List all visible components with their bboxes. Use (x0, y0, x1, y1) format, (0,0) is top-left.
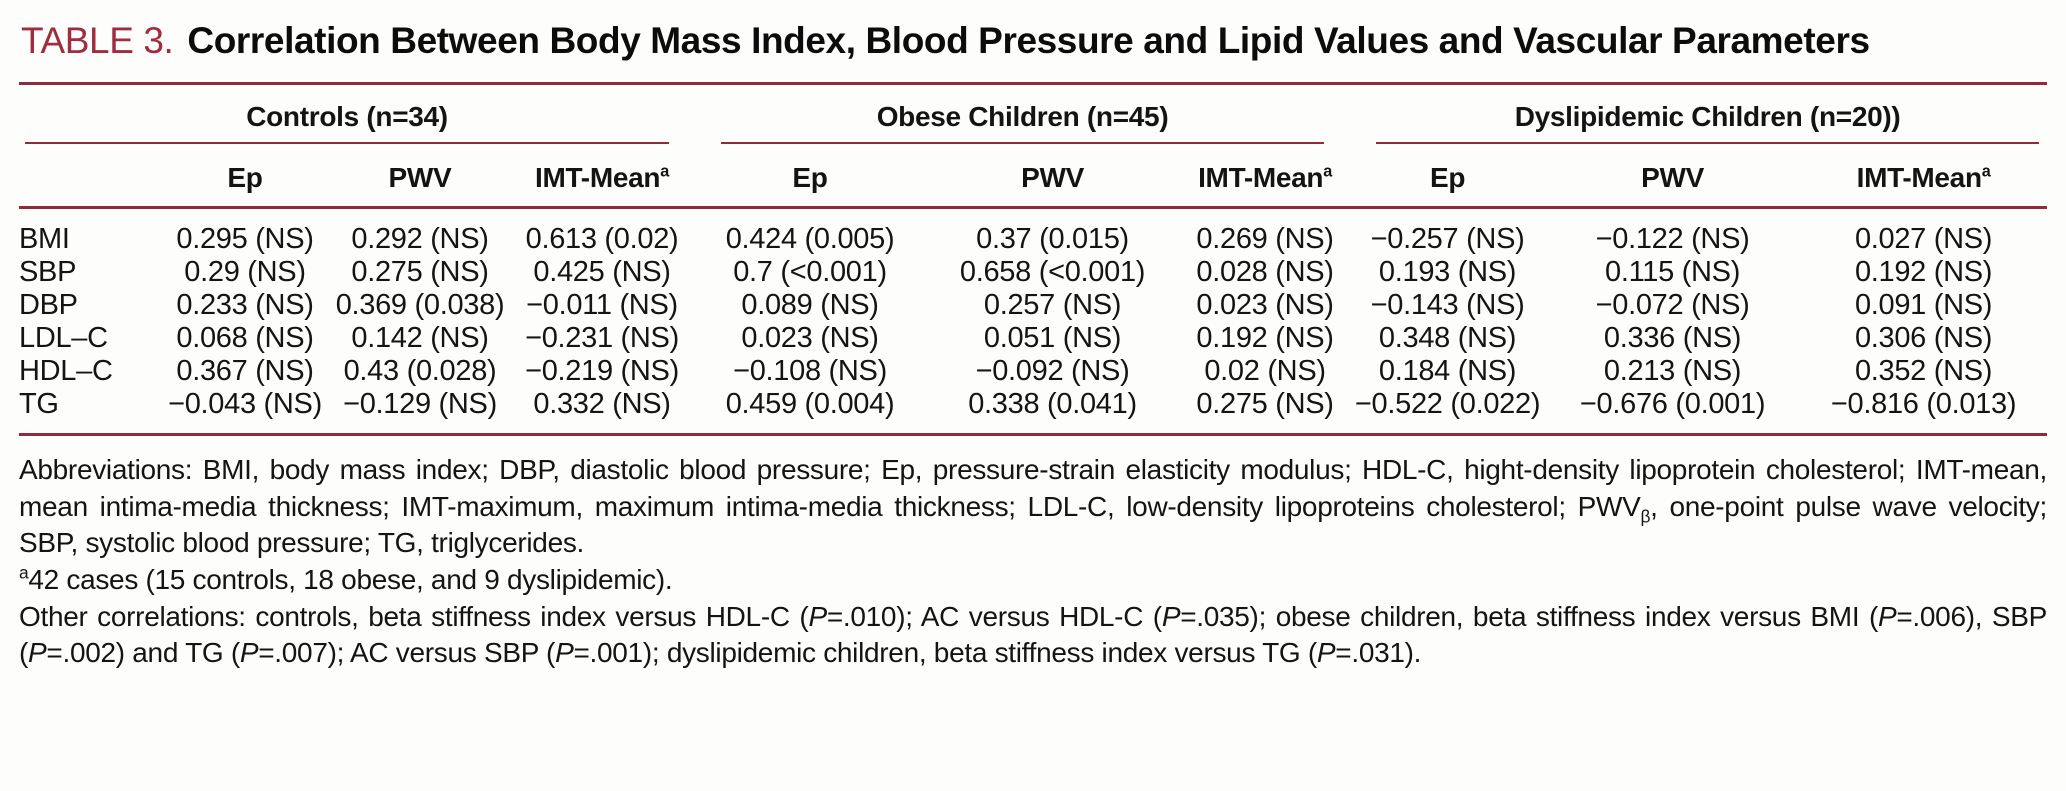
column-header-row: Ep PWV IMT-Meana Ep PWV IMT-Meana Ep PWV… (19, 144, 2048, 209)
footnote-other-correlations: Other correlations: controls, beta stiff… (19, 600, 2048, 669)
group-header-dyslipidemic: Dyslipidemic Children (n=20)) (1350, 85, 2047, 144)
column-header-imtmean-obese: IMT-Meana (1180, 144, 1351, 209)
table-cell: 0.275 (NS) (351, 256, 489, 288)
table-cell: −0.231 (NS) (525, 322, 679, 354)
table-cell: 0.051 (NS) (983, 322, 1122, 354)
table-cell: 0.02 (NS) (1204, 355, 1326, 387)
table-cell: 0.613 (0.02) (525, 223, 679, 255)
footnote-marker-a: a (1323, 162, 1332, 181)
table-cell: 0.292 (NS) (351, 223, 489, 255)
table-title-text: Correlation Between Body Mass Index, Blo… (187, 20, 1870, 61)
table-number-label: TABLE 3. (21, 20, 174, 61)
table-cell: 0.295 (NS) (176, 223, 314, 255)
group-header-dyslipidemic-label: Dyslipidemic Children (n=20)) (1376, 101, 2040, 144)
table-cell: −0.816 (0.013) (1800, 388, 2048, 436)
table-cell: 0.338 (0.041) (925, 388, 1181, 436)
table-cell: 0.023 (NS) (741, 322, 879, 354)
table-cell: 0.459 (0.004) (695, 388, 926, 436)
table-row-bmi: BMI 0.295 (NS) 0.292 (NS) 0.613 (0.02) 0… (19, 209, 2047, 256)
footnote-marker-a: a (660, 162, 669, 181)
table-cell: 0.352 (NS) (1854, 355, 1993, 387)
table-cell: −0.257 (NS) (1370, 223, 1525, 255)
table-cell: 0.275 (NS) (1180, 388, 1351, 436)
table-cell: −0.043 (NS) (159, 388, 331, 436)
table-cell: 0.142 (NS) (351, 322, 489, 354)
table-cell: 0.233 (NS) (176, 289, 314, 321)
table-cell: 0.192 (NS) (1196, 322, 1334, 354)
table-cell: 0.213 (NS) (1603, 355, 1742, 387)
table-cell: 0.027 (NS) (1854, 223, 1993, 255)
table-cell: 0.425 (NS) (533, 256, 671, 288)
row-label: LDL–C (19, 322, 108, 354)
table-cell: 0.348 (NS) (1378, 322, 1517, 354)
footnotes: Abbreviations: BMI, body mass index; DBP… (19, 452, 2047, 672)
table-cell: −0.072 (NS) (1595, 289, 1750, 321)
table-row-tg: TG −0.043 (NS) −0.129 (NS) 0.332 (NS) 0.… (19, 388, 2048, 436)
table-cell: −0.092 (NS) (975, 355, 1130, 387)
table-cell: 0.29 (NS) (184, 256, 306, 288)
table-cell: 0.184 (NS) (1378, 355, 1517, 387)
table-cell: 0.424 (0.005) (725, 223, 895, 255)
row-label: SBP (19, 256, 77, 288)
table-cell: 0.7 (<0.001) (733, 256, 887, 288)
table-cell: −0.143 (NS) (1370, 289, 1525, 321)
column-header-imtmean-dyslipidemic: IMT-Meana (1800, 144, 2048, 209)
column-header-pwv-obese: PWV (925, 144, 1181, 209)
table-row-hdlc: HDL–C 0.367 (NS) 0.43 (0.028) −0.219 (NS… (19, 355, 2047, 388)
table-cell: 0.306 (NS) (1854, 322, 1993, 354)
table-cell: 0.193 (NS) (1378, 256, 1517, 288)
footnote-abbreviations: Abbreviations: BMI, body mass index; DBP… (19, 454, 2047, 559)
table-cell: −0.108 (NS) (733, 355, 887, 387)
table-cell: −0.129 (NS) (331, 388, 509, 436)
table-cell: 0.367 (NS) (176, 355, 314, 387)
table-cell: 0.023 (NS) (1196, 289, 1334, 321)
table-cell: 0.257 (NS) (983, 289, 1122, 321)
table-cell: 0.332 (NS) (509, 388, 696, 436)
column-header-ep-obese: Ep (695, 144, 926, 209)
table-cell: 0.37 (0.015) (976, 223, 1129, 255)
table-cell: 0.336 (NS) (1603, 322, 1742, 354)
row-label: TG (19, 388, 159, 436)
column-header-imtmean-controls: IMT-Meana (509, 144, 696, 209)
footnote-cases: a42 cases (15 controls, 18 obese, and 9 … (19, 562, 673, 596)
table-cell: 0.43 (0.028) (343, 355, 497, 387)
table-row-dbp: DBP 0.233 (NS) 0.369 (0.038) −0.011 (NS)… (19, 289, 2047, 322)
table-cell: 0.068 (NS) (176, 322, 314, 354)
footnote-marker-a: a (1981, 162, 1991, 181)
correlation-table: Controls (n=34) Obese Children (n=45) Dy… (19, 82, 2048, 436)
column-header-pwv-dyslipidemic: PWV (1545, 144, 1801, 209)
row-label: BMI (19, 223, 70, 255)
column-header-pwv-controls: PWV (331, 144, 509, 209)
table-cell: −0.122 (NS) (1595, 223, 1750, 255)
table-cell: −0.219 (NS) (525, 355, 679, 387)
table-cell: 0.089 (NS) (741, 289, 879, 321)
table-cell: −0.522 (0.022) (1350, 388, 1546, 436)
group-header-obese-label: Obese Children (n=45) (721, 101, 1325, 144)
row-label: HDL–C (19, 355, 113, 387)
table-cell: −0.676 (0.001) (1545, 388, 1801, 436)
row-label: DBP (19, 289, 78, 321)
table-title: TABLE 3. Correlation Between Body Mass In… (21, 20, 2047, 62)
table-cell: −0.011 (NS) (526, 289, 678, 321)
table-cell: 0.091 (NS) (1854, 289, 1993, 321)
table-row-ldlc: LDL–C 0.068 (NS) 0.142 (NS) −0.231 (NS) … (19, 322, 2047, 355)
group-header-row: Controls (n=34) Obese Children (n=45) Dy… (19, 85, 2047, 144)
column-header-ep-controls: Ep (159, 144, 331, 209)
group-header-obese: Obese Children (n=45) (695, 85, 1350, 144)
table-row-sbp: SBP 0.29 (NS) 0.275 (NS) 0.425 (NS) 0.7 … (19, 256, 2047, 289)
table-cell: 0.192 (NS) (1854, 256, 1993, 288)
table-cell: 0.369 (0.038) (335, 289, 505, 321)
table-cell: 0.658 (<0.001) (959, 256, 1146, 288)
corner-cell (19, 144, 159, 209)
group-header-controls-label: Controls (n=34) (25, 101, 670, 144)
table-cell: 0.115 (NS) (1605, 256, 1741, 288)
group-header-controls: Controls (n=34) (19, 85, 695, 144)
column-header-ep-dyslipidemic: Ep (1350, 144, 1546, 209)
table-cell: 0.269 (NS) (1196, 223, 1334, 255)
table-cell: 0.028 (NS) (1196, 256, 1334, 288)
